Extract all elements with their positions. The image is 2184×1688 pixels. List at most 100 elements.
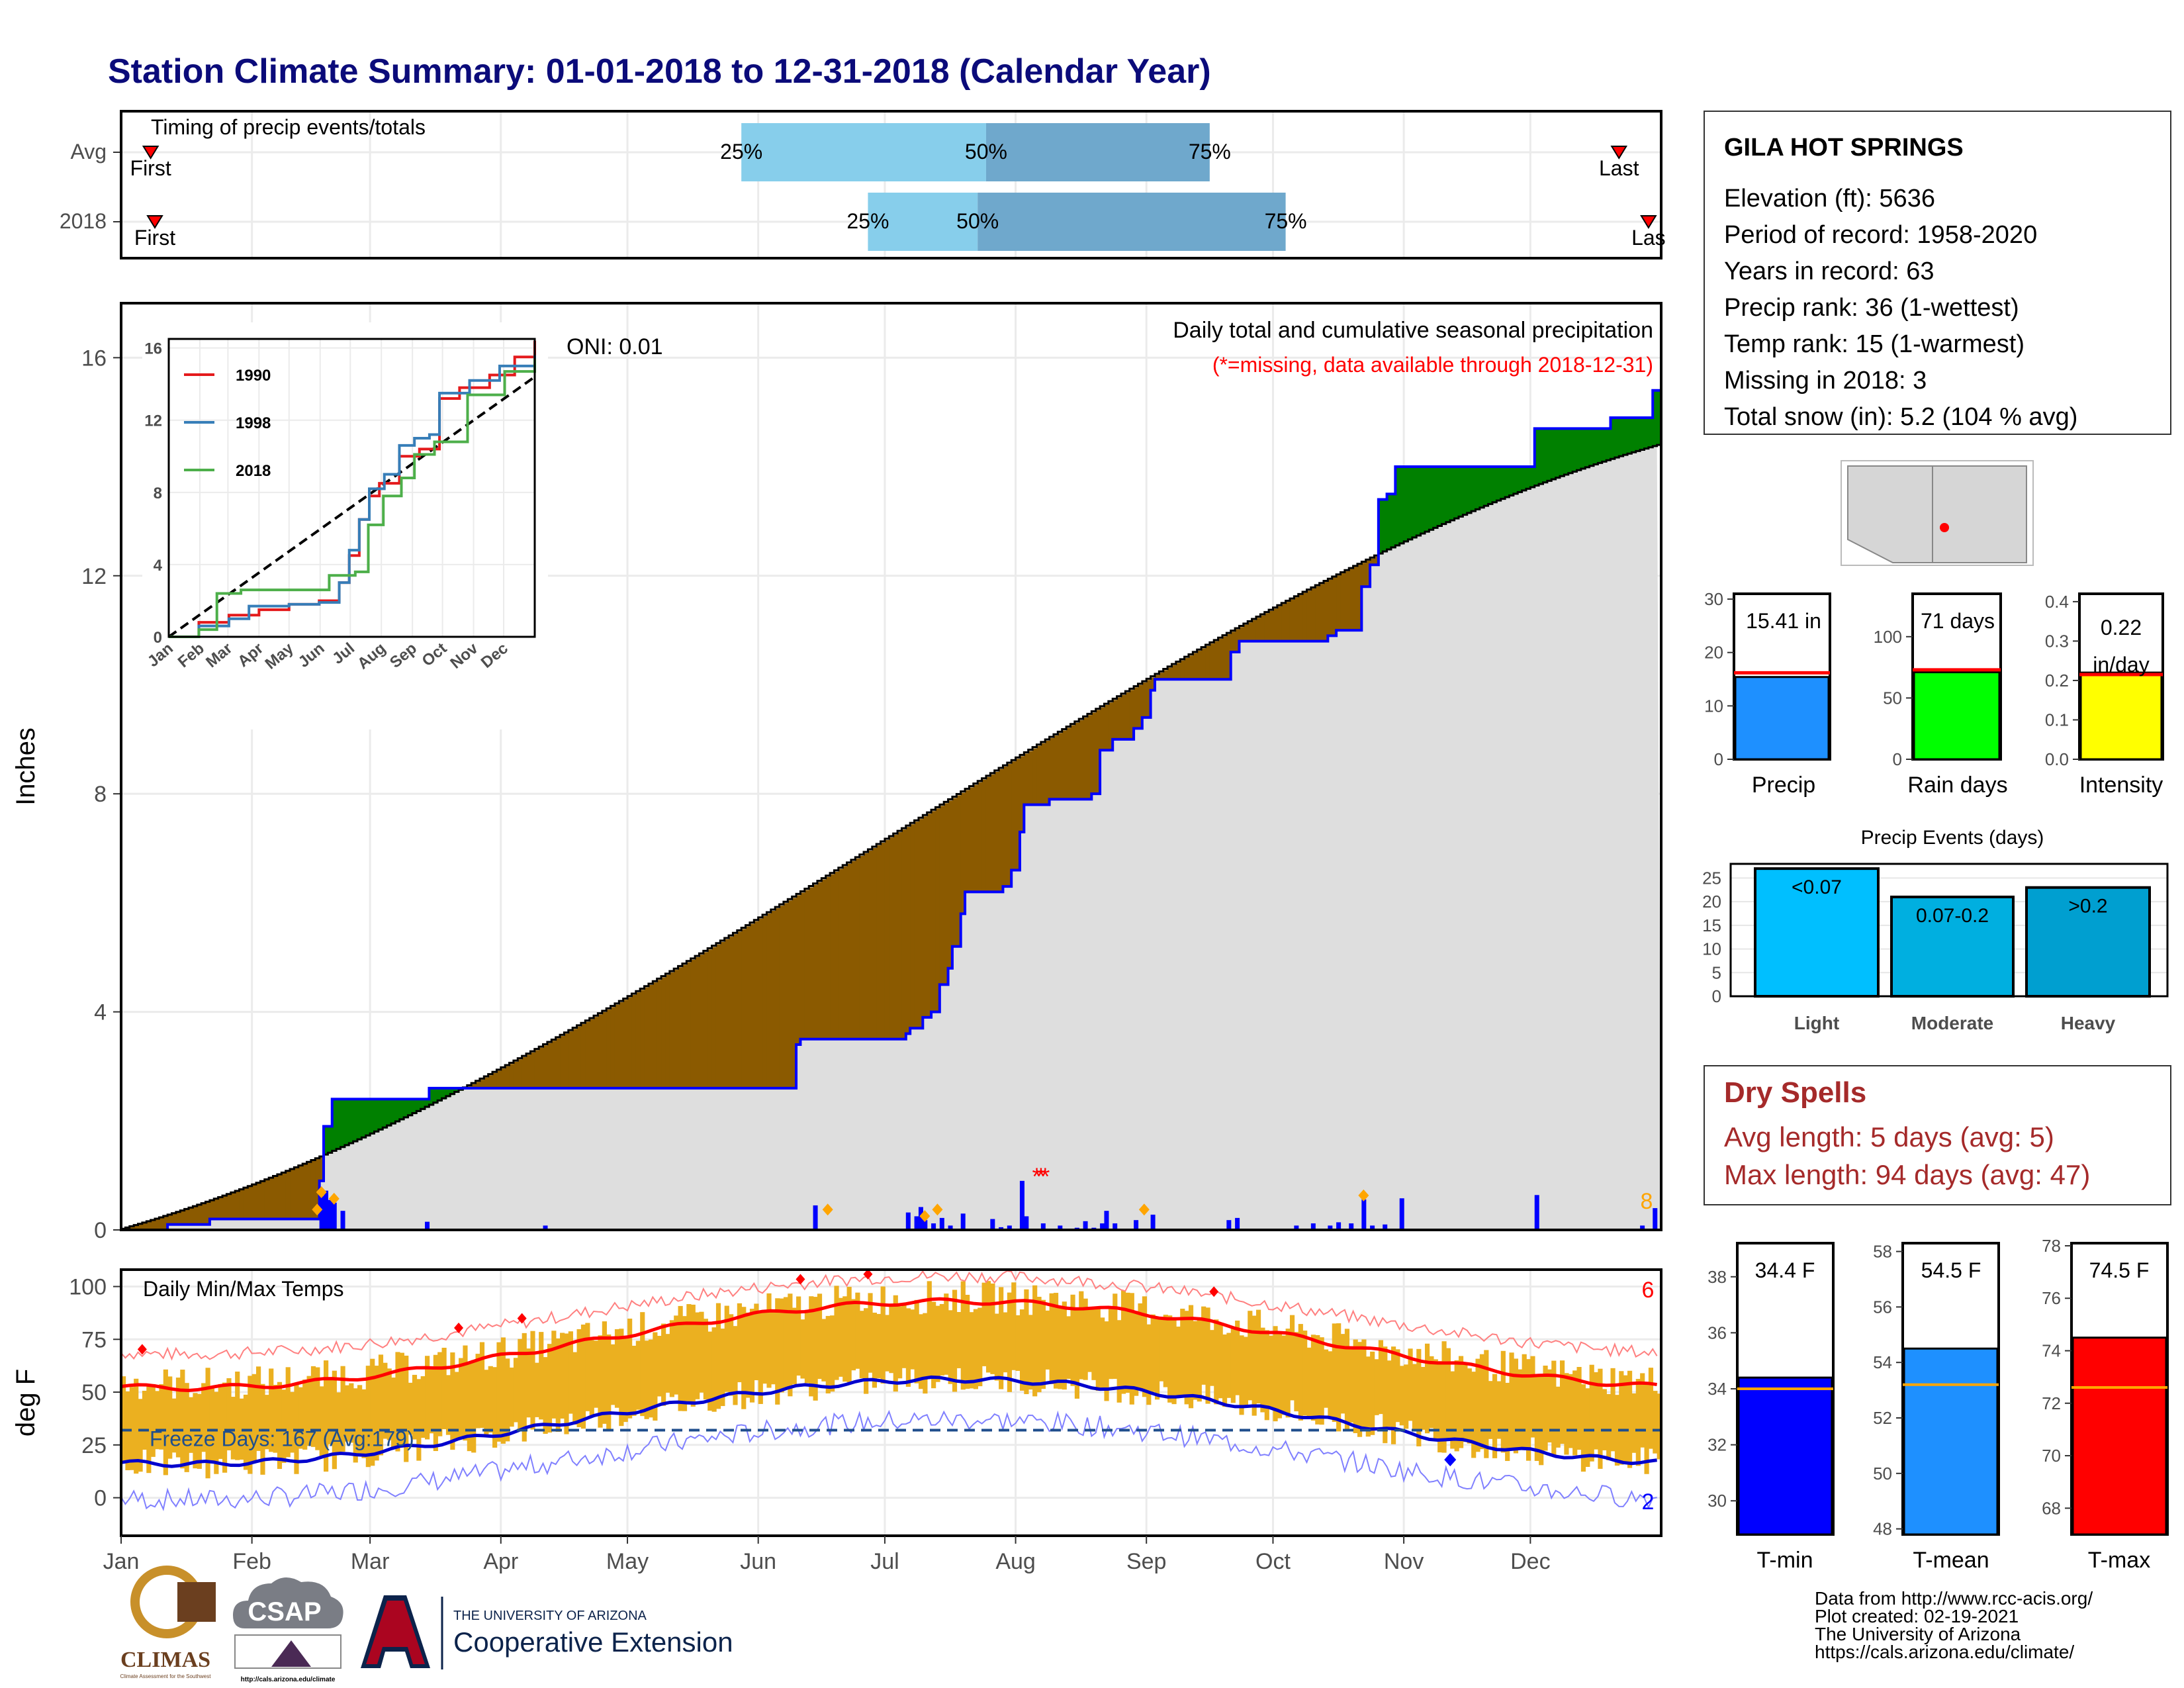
summary-tick: 20 [1704,643,1723,663]
anomaly-fill-segment [1525,467,1531,490]
daily-temp-bar [1302,1331,1308,1416]
anomaly-fill-segment [1125,692,1130,739]
anomaly-fill-segment [1370,558,1375,565]
anomaly-fill-segment [340,1099,345,1149]
anomaly-fill-segment [1142,682,1147,718]
anomaly-fill-segment [1488,467,1493,505]
anomaly-fill-segment [1180,660,1185,680]
event-marker-triangle [146,215,163,229]
anomaly-fill-segment [580,1024,586,1088]
daily-temp-bar [1239,1335,1244,1415]
record-high-count: 6 [1642,1278,1655,1303]
daily-temp-bar [669,1320,674,1397]
anomaly-fill-segment [754,921,759,1088]
anomaly-fill-segment [1319,584,1324,641]
daily-temp-bar [205,1368,210,1479]
anomaly-fill-segment [825,876,831,1039]
anomaly-fill-segment [285,1172,291,1219]
anomaly-fill-segment [324,1126,328,1156]
events-plot-border [1729,863,2169,998]
daily-temp-bar [918,1314,924,1389]
daily-temp-bar [1606,1393,1612,1460]
anomaly-fill-segment [800,892,805,1039]
daily-temp-bar [589,1340,594,1417]
anomaly-fill-segment [1399,467,1404,545]
daily-temp-bar [463,1345,468,1441]
anomaly-fill-segment [1631,417,1637,453]
anomaly-fill-segment [1353,567,1358,631]
csap-wordmark: CSAP [248,1597,321,1626]
anomaly-fill-segment [412,1099,417,1115]
daily-temp-bar [383,1362,388,1439]
summary-axis-label: Precip [1752,773,1815,798]
anomaly-fill-segment [1349,569,1354,631]
daily-temp-bar [500,1337,506,1444]
daily-temp-bar [555,1338,561,1432]
record-high-marker [1209,1286,1219,1297]
anomaly-fill-segment [171,1213,177,1225]
x-tick-label: May [606,1549,649,1574]
anomaly-fill-segment [1028,751,1033,805]
anomaly-fill-segment [1205,645,1210,680]
daily-temp-bar [264,1395,269,1450]
daily-temp-bar [1500,1350,1506,1453]
daily-precip-bar [1235,1217,1240,1230]
anomaly-fill-segment [1627,417,1632,455]
daily-temp-bar [433,1354,438,1452]
daily-temp-bar [1163,1315,1168,1387]
anomaly-fill-segment [163,1216,168,1230]
anomaly-fill-segment [927,814,932,1017]
record-low-marker [1444,1453,1457,1467]
record-low-count: 2 [1642,1489,1655,1515]
daily-temp-bar [1454,1360,1459,1452]
x-tick-label: Jun [740,1549,776,1574]
daily-temp-bar [1243,1336,1249,1408]
anomaly-fill-segment [189,1208,193,1225]
anomaly-fill-segment [809,887,814,1039]
csap-url: http://cals.arizona.edu/climate [241,1676,336,1683]
anomaly-fill-segment [1648,417,1653,448]
anomaly-fill-segment [715,944,721,1088]
anomaly-fill-segment [488,1075,493,1088]
daily-temp-bar [635,1340,641,1410]
y-axis-label: Inches [11,727,40,806]
summary-bar [1734,676,1830,761]
anomaly-fill-segment [365,1099,371,1137]
anomaly-fill-segment [1378,499,1383,555]
anomaly-fill-segment [138,1224,143,1230]
daily-temp-bar [175,1378,181,1458]
daily-temp-bar [1383,1346,1388,1444]
anomaly-fill-segment [1610,417,1615,460]
anomaly-fill-segment [1091,712,1097,794]
row-label: Avg [70,140,107,164]
anomaly-fill-segment [248,1186,253,1219]
anomaly-fill-segment [391,1099,396,1125]
event-marker [312,1203,323,1216]
daily-temp-bar [749,1309,755,1403]
anomaly-fill-segment [214,1199,219,1219]
daily-temp-bar [121,1376,126,1462]
daily-temp-bar [357,1385,363,1454]
daily-temp-bar [505,1358,510,1442]
daily-temp-bar [944,1293,949,1375]
anomaly-fill-segment [251,1185,257,1219]
daily-temp-bar [180,1370,185,1469]
daily-temp-bar [973,1309,978,1389]
daily-temp-bar [184,1383,189,1472]
anomaly-fill-segment [733,934,738,1088]
anomaly-fill-segment [281,1173,287,1219]
anomaly-fill-segment [357,1099,362,1141]
anomaly-fill-segment [1154,675,1160,680]
anomaly-fill-segment [1328,579,1333,636]
daily-temp-bar [1353,1339,1358,1434]
anomaly-fill-segment [876,845,882,1039]
new-mexico-shape [1932,465,2027,563]
anomaly-fill-segment [830,874,835,1039]
daily-temp-bar [1024,1289,1029,1395]
summary-tick: 0.3 [2045,631,2069,651]
anomaly-fill-segment [1209,643,1214,680]
avg-tmax-line [120,1297,1657,1392]
summary-axis-label: Intensity [2079,773,2163,798]
daily-temp-bar [437,1352,443,1436]
